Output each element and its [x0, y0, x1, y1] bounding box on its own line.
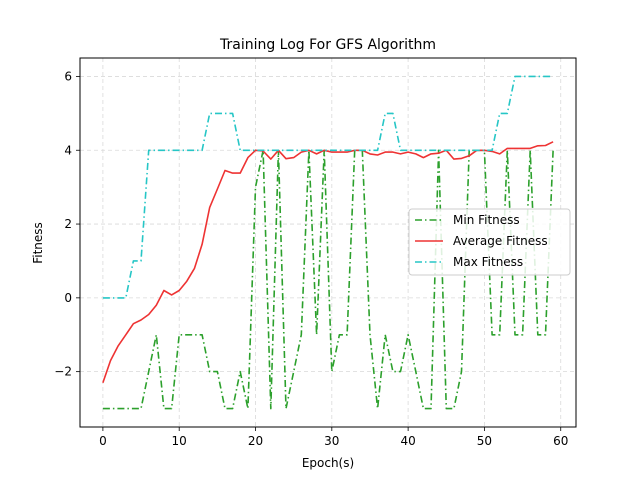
plot-frame [79, 57, 577, 428]
y-tick-label: 2 [64, 217, 72, 231]
x-tick-label: 10 [172, 434, 187, 448]
legend-entry-label: Max Fitness [453, 255, 523, 269]
x-tick-label: 50 [477, 434, 492, 448]
x-axis-label: Epoch(s) [302, 456, 354, 470]
y-tick-label: 0 [64, 291, 72, 305]
chart-title: Training Log For GFS Algorithm [219, 37, 436, 53]
x-tick-label: 40 [400, 434, 415, 448]
x-tick-label: 20 [248, 434, 263, 448]
axis-ticks: 0 10 20 30 40 50 60 −2 0 2 4 6 [54, 69, 568, 448]
legend: Min Fitness Average Fitness Max Fitness [408, 208, 571, 276]
legend-box [408, 208, 571, 276]
x-tick-label: 60 [553, 434, 568, 448]
legend-entry-label: Average Fitness [453, 234, 548, 248]
x-tick-label: 0 [99, 434, 107, 448]
y-tick-label: −2 [54, 365, 72, 379]
x-tick-label: 30 [324, 434, 339, 448]
series-layer [102, 75, 554, 410]
y-tick-label: 6 [64, 69, 72, 83]
y-tick-label: 4 [64, 143, 72, 157]
series-line-3 [102, 75, 554, 299]
y-axis-label: Fitness [31, 222, 45, 264]
legend-entry-label: Min Fitness [453, 213, 520, 227]
